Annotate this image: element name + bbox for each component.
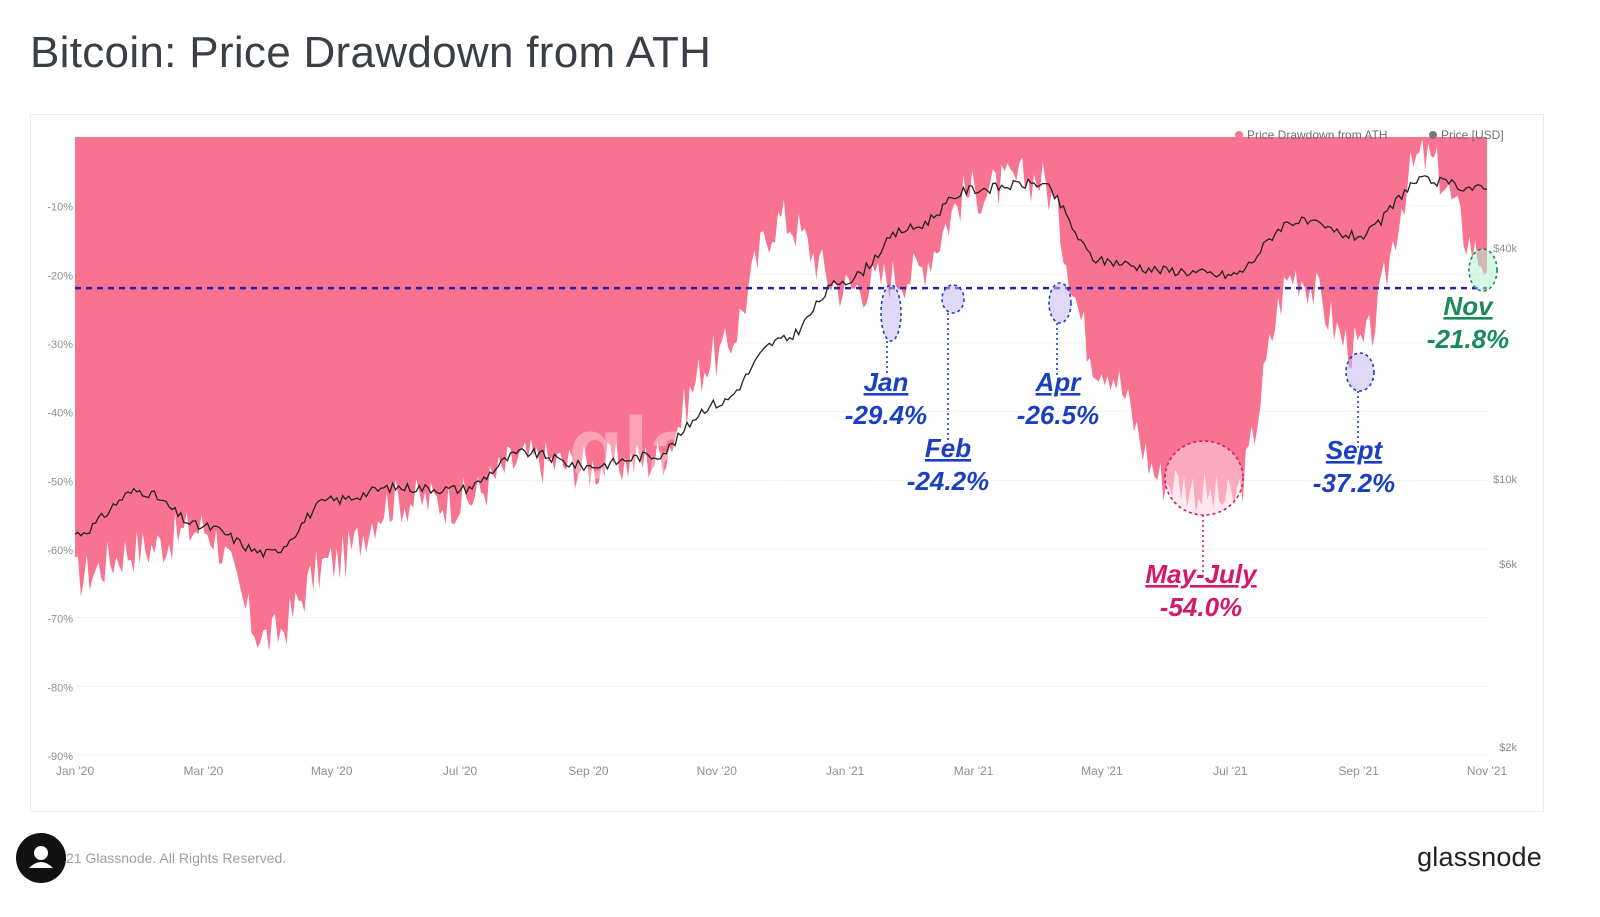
annotation-marker: [1345, 352, 1375, 392]
y-tick-label: -90%: [47, 751, 73, 763]
profile-avatar-icon[interactable]: [16, 833, 66, 883]
y-tick-label: -40%: [47, 408, 73, 420]
brand-logo: glassnode: [1417, 842, 1542, 872]
y-tick-label: -50%: [47, 476, 73, 488]
chart-title: Bitcoin: Price Drawdown from ATH: [30, 28, 712, 77]
y-tick-label: -80%: [47, 682, 73, 694]
annotation-marker: [1164, 440, 1244, 516]
y-tick-label: -20%: [47, 270, 73, 282]
annotation-marker: [1468, 248, 1498, 292]
annotation-label: Jan: [864, 367, 909, 397]
x-tick-label: Nov '20: [697, 764, 738, 778]
annotation-value: -21.8%: [1427, 324, 1509, 354]
annotation-marker: [1048, 282, 1072, 324]
annotation-marker: [880, 284, 902, 342]
annotation-label: May-July: [1145, 559, 1258, 589]
annotation-marker: [941, 284, 965, 314]
legend-label: Price Drawdown from ATH: [1247, 128, 1387, 142]
x-tick-label: Jul '21: [1213, 764, 1248, 778]
x-tick-label: Nov '21: [1467, 764, 1508, 778]
x-tick-label: Jan '21: [826, 764, 865, 778]
annotation-label: Apr: [1035, 367, 1083, 397]
price-line: [74, 175, 1488, 559]
y-right-tick-label: $10k: [1493, 474, 1517, 486]
y-tick-label: -70%: [47, 614, 73, 626]
y-tick-label: -10%: [47, 202, 73, 214]
legend-swatch: [1235, 131, 1243, 139]
drawdown-area: [75, 137, 1487, 652]
x-tick-label: Sep '20: [568, 764, 609, 778]
chart-frame: -10% -20% -30% -40% -50% -60% -70% -80% -90% glas…: [30, 114, 1544, 812]
annotation-label: Nov: [1443, 291, 1494, 321]
y-tick-label: -60%: [47, 545, 73, 557]
footer-copyright: 21 Glassnode. All Rights Reserved.: [66, 850, 287, 866]
x-tick-label: Sep '21: [1338, 764, 1379, 778]
annotation-label: Feb: [925, 433, 971, 463]
legend-swatch: [1429, 131, 1437, 139]
x-tick-label: May '21: [1081, 764, 1123, 778]
legend-label: Price [USD]: [1441, 128, 1504, 142]
x-tick-label: Jan '20: [56, 764, 95, 778]
y-right-tick-label: $2k: [1499, 742, 1517, 754]
y-right-tick-label: $6k: [1499, 559, 1517, 571]
annotation-value: -29.4%: [845, 400, 927, 430]
annotation-value: -24.2%: [907, 466, 989, 496]
annotation-label: Sept: [1326, 435, 1384, 465]
annotation-value: -26.5%: [1017, 400, 1099, 430]
y-tick-label: -30%: [47, 339, 73, 351]
x-tick-label: Mar '21: [954, 764, 994, 778]
x-tick-label: Mar '20: [184, 764, 224, 778]
drawdown-chart: -10% -20% -30% -40% -50% -60% -70% -80% -90% glas…: [47, 128, 1517, 778]
y-right-tick-label: $40k: [1493, 243, 1517, 255]
x-tick-label: Jul '20: [443, 764, 478, 778]
annotation-value: -37.2%: [1313, 468, 1395, 498]
watermark: glassnode: [568, 400, 1013, 500]
annotation-value: -54.0%: [1160, 592, 1242, 622]
x-tick-label: May '20: [311, 764, 353, 778]
